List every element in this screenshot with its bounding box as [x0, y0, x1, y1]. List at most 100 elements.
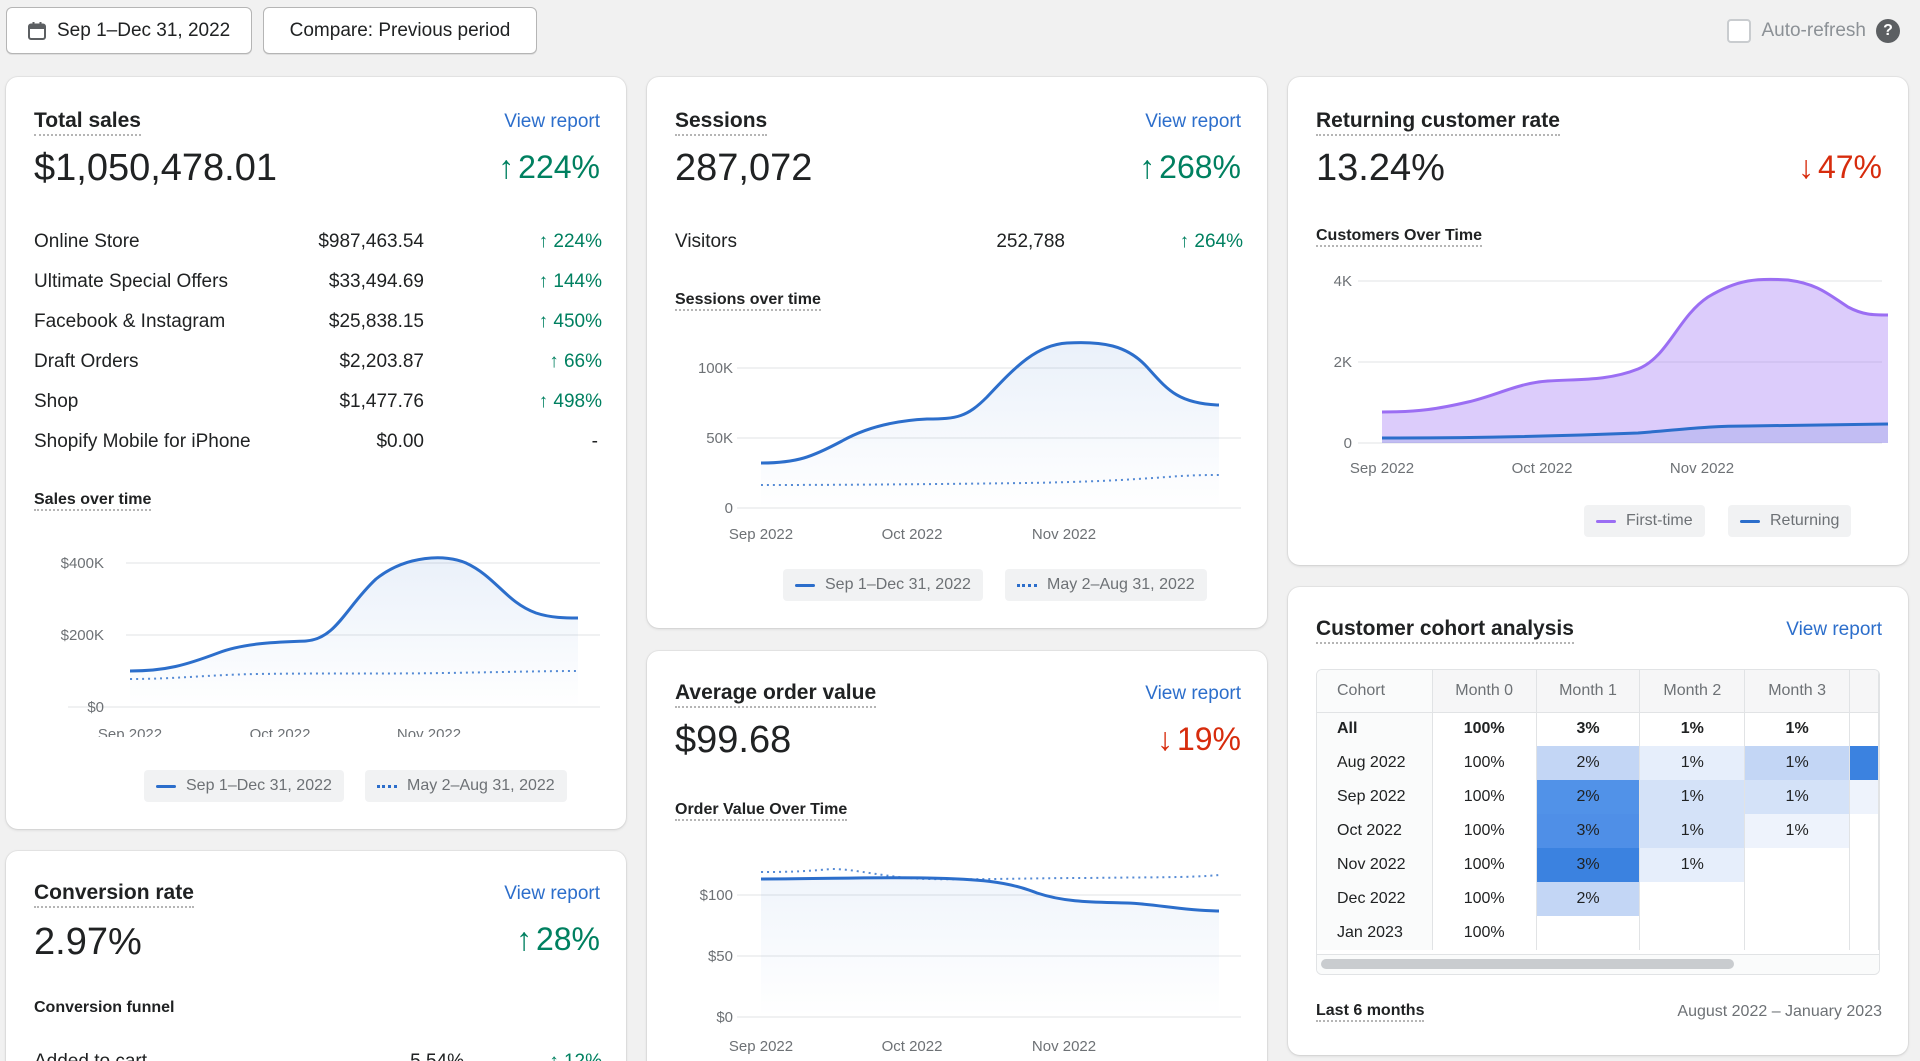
total-sales-view-report-link[interactable]: View report — [504, 111, 600, 132]
help-icon[interactable]: ? — [1876, 19, 1900, 43]
channel-name: Shopify Mobile for iPhone — [34, 431, 251, 452]
aov-delta: ↓ 19% — [1157, 721, 1241, 758]
channel-name: Shop — [34, 391, 79, 412]
sales-channel-row: Online Store $987,463.54 ↑ 224% — [34, 223, 602, 263]
cohort-row: Aug 2022 100% 2% 1% 1% — [1317, 746, 1879, 780]
sales-channel-row: Draft Orders $2,203.87 ↑ 66% — [34, 343, 602, 383]
legend-previous-period[interactable]: May 2–Aug 31, 2022 — [365, 770, 567, 802]
funnel-delta-value: 12% — [564, 1051, 602, 1061]
aov-delta-value: 19% — [1176, 721, 1241, 757]
sessions-delta-value: 268% — [1159, 149, 1241, 185]
cohort-label: Nov 2022 — [1317, 848, 1433, 882]
visitors-delta: ↑ 264% — [1179, 231, 1243, 252]
x-tick-label: Oct 2022 — [882, 1038, 943, 1055]
x-tick-label: Nov 2022 — [1032, 1038, 1096, 1055]
auto-refresh-checkbox[interactable] — [1727, 19, 1752, 43]
channel-value: $25,838.15 — [328, 311, 424, 332]
aov-value: $99.68 — [675, 719, 792, 761]
legend-current-period[interactable]: Sep 1–Dec 31, 2022 — [144, 770, 344, 802]
aov-title: Average order value — [675, 681, 877, 708]
x-tick-label: Oct 2022 — [250, 726, 311, 737]
sessions-view-report-link[interactable]: View report — [1145, 111, 1241, 132]
column-header: Month 3 — [1744, 670, 1851, 713]
x-tick-label: Nov 2022 — [397, 726, 461, 737]
channel-name: Online Store — [34, 231, 140, 252]
y-tick-label: $50 — [708, 948, 733, 965]
scrollbar-thumb[interactable] — [1321, 959, 1734, 969]
cohort-cell: 3% — [1536, 814, 1641, 848]
sessions-value: 287,072 — [675, 147, 813, 189]
current-period-line — [760, 341, 1219, 465]
y-tick-label: $400K — [61, 555, 104, 572]
cohort-label: Oct 2022 — [1317, 814, 1433, 848]
aov-view-report-link[interactable]: View report — [1145, 683, 1241, 704]
returning-delta-value: 47% — [1817, 149, 1882, 185]
auto-refresh-label: Auto-refresh — [1761, 20, 1866, 41]
customer-cohort-card: Customer cohort analysis View report Coh… — [1288, 587, 1908, 1055]
cohort-cell: 100% — [1432, 848, 1537, 882]
cohort-row: Jan 2023 100% — [1317, 916, 1879, 950]
y-tick-label: $100 — [700, 887, 733, 904]
legend-first-time[interactable]: First-time — [1584, 505, 1705, 537]
cohort-cell-overflow — [1849, 814, 1879, 848]
cohort-horizontal-scrollbar[interactable] — [1317, 954, 1879, 974]
cohort-cell: 1% — [1744, 780, 1851, 814]
cohort-cell: 1% — [1639, 712, 1746, 746]
compare-button[interactable]: Compare: Previous period — [263, 7, 537, 54]
sessions-delta: ↑ 268% — [1139, 149, 1241, 186]
legend-previous-period[interactable]: May 2–Aug 31, 2022 — [1005, 569, 1207, 601]
cohort-label: Aug 2022 — [1317, 746, 1433, 780]
cohort-label: Jan 2023 — [1317, 916, 1433, 950]
y-tick-label: 2K — [1334, 354, 1352, 371]
returning-customer-delta: ↓ 47% — [1798, 149, 1882, 186]
legend-swatch — [1596, 519, 1616, 523]
returning-line — [1381, 422, 1889, 440]
channel-name: Facebook & Instagram — [34, 311, 226, 332]
cohort-cell: 1% — [1639, 780, 1746, 814]
channel-delta-value: 224% — [553, 231, 602, 252]
channel-delta: ↑ 66% — [549, 351, 602, 372]
channel-value: $1,477.76 — [339, 391, 424, 412]
column-header-overflow — [1849, 670, 1879, 713]
order-value-over-time-chart: $100 $50 $0 Sep 2022 Oct 2022 Nov 2022 — [700, 867, 1241, 1055]
cohort-cell: 1% — [1639, 848, 1746, 882]
sales-channel-list: Online Store $987,463.54 ↑ 224% Ultimate… — [34, 223, 602, 463]
legend-swatch — [377, 784, 397, 788]
current-period-area — [130, 557, 578, 707]
channel-name: Ultimate Special Offers — [34, 271, 228, 292]
cohort-range-link[interactable]: Last 6 months — [1316, 1002, 1425, 1022]
conversion-rate-value: 2.97% — [34, 921, 142, 963]
total-sales-card: Total sales View report $1,050,478.01 ↑ 2… — [6, 77, 626, 829]
total-sales-delta-value: 224% — [518, 149, 600, 185]
x-tick-label: Sep 2022 — [1350, 460, 1414, 477]
y-tick-label: $0 — [87, 699, 104, 716]
channel-delta-value: - — [591, 431, 598, 452]
customers-over-time-chart: 4K 2K 0 Sep 2022 Oct 2022 Nov 2022 — [1334, 273, 1889, 477]
cohort-title: Customer cohort analysis — [1316, 617, 1574, 644]
date-range-label: Sep 1–Dec 31, 2022 — [57, 19, 231, 41]
cohort-cell — [1744, 916, 1851, 950]
returning-customer-title: Returning customer rate — [1316, 109, 1560, 136]
date-range-button[interactable]: Sep 1–Dec 31, 2022 — [6, 7, 252, 54]
legend-label: May 2–Aug 31, 2022 — [407, 777, 555, 794]
cohort-cell: 2% — [1536, 882, 1641, 916]
legend-swatch — [795, 583, 815, 587]
cohort-view-report-link[interactable]: View report — [1786, 619, 1882, 640]
sales-channel-row: Shop $1,477.76 ↑ 498% — [34, 383, 602, 423]
cohort-cell: 1% — [1639, 746, 1746, 780]
funnel-value: 5.54% — [410, 1051, 464, 1061]
channel-value: $987,463.54 — [318, 231, 424, 252]
average-order-value-card: Average order value View report $99.68 ↓… — [647, 651, 1267, 1061]
conversion-funnel-title: Conversion funnel — [34, 999, 175, 1016]
legend-returning[interactable]: Returning — [1728, 505, 1852, 537]
sales-channel-row: Facebook & Instagram $25,838.15 ↑ 450% — [34, 303, 602, 343]
cohort-label: All — [1317, 712, 1433, 746]
conversion-view-report-link[interactable]: View report — [504, 883, 600, 904]
cohort-table-container: Cohort Month 0 Month 1 Month 2 Month 3 A… — [1316, 669, 1880, 975]
x-tick-label: Nov 2022 — [1032, 526, 1096, 543]
conversion-rate-delta: ↑ 28% — [516, 921, 600, 958]
cohort-cell: 100% — [1432, 780, 1537, 814]
channel-value: $0.00 — [376, 431, 424, 452]
legend-current-period[interactable]: Sep 1–Dec 31, 2022 — [783, 569, 983, 601]
returning-customer-rate-card: Returning customer rate 13.24% ↓ 47% Cust… — [1288, 77, 1908, 565]
